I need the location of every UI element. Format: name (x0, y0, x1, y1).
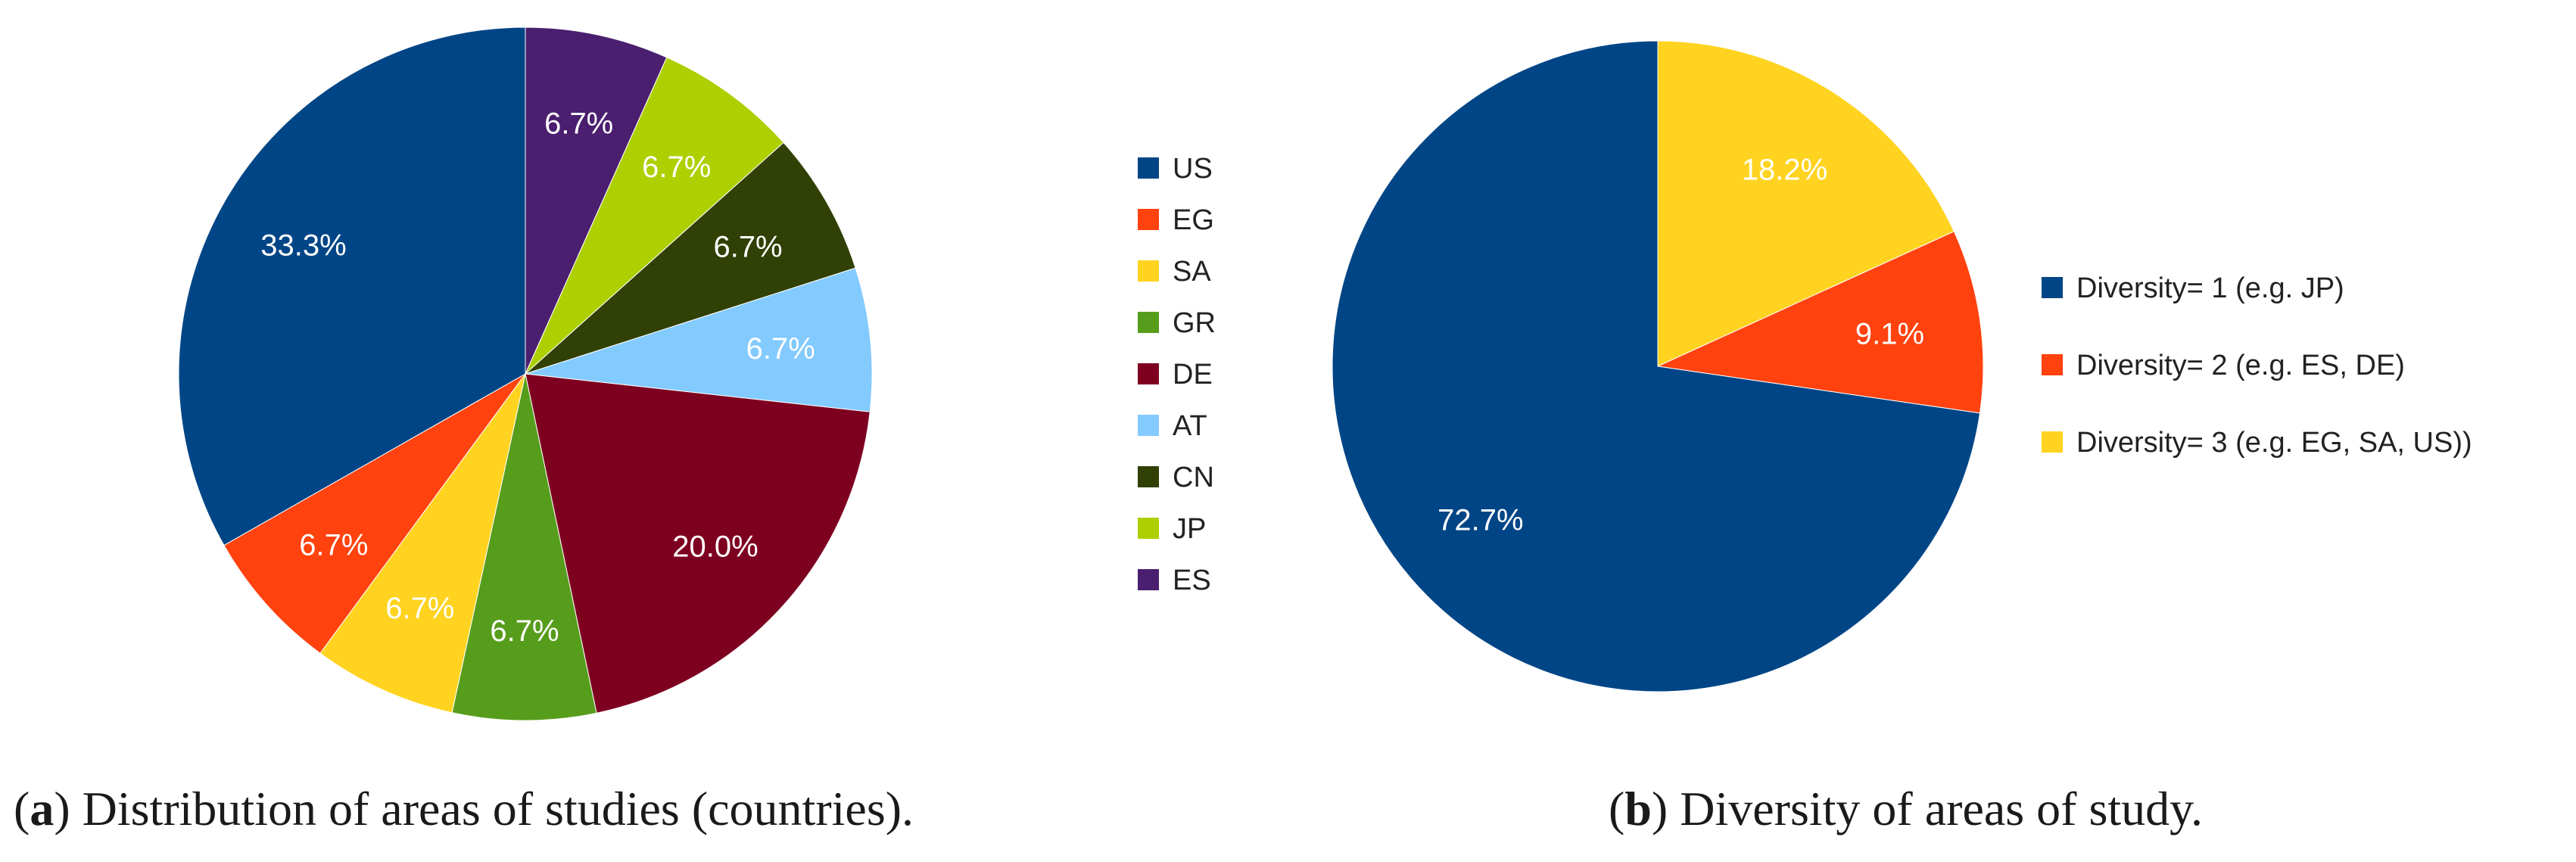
caption-b-text: Diversity of areas of study. (1680, 782, 2203, 836)
caption-a-text: Distribution of areas of studies (countr… (83, 782, 914, 836)
caption-b: (b) Diversity of areas of study. (1609, 782, 2203, 836)
legend-a-label-es: ES (1173, 565, 1211, 596)
legend-a-label-eg: EG (1173, 204, 1214, 236)
caption-a-letter: a (30, 782, 54, 836)
pie-a-slice-cn (525, 142, 856, 375)
legend-a-label-cn: CN (1173, 462, 1214, 493)
pie-a-label-es: 6.7% (544, 107, 613, 141)
pie-a-slice-gr (451, 373, 597, 721)
pie-a-slice-eg (223, 373, 526, 654)
legend-a-swatch-eg (1138, 209, 1159, 230)
pie-b-slice-diversity-3-e-g-eg-sa-us (1657, 40, 1955, 367)
pie-a-slice-sa (319, 373, 526, 714)
pie-a-label-gr: 6.7% (490, 615, 559, 648)
legend-b: Diversity= 1 (e.g. JP) Diversity= 2 (e.g.… (2042, 272, 2472, 459)
legend-a-swatch-gr (1138, 312, 1159, 333)
chart-b-diversity: 18.2%9.1%72.7% Diversity= 1 (e.g. JP)Div… (1332, 40, 2472, 836)
legend-a-swatch-de (1138, 363, 1159, 384)
chart-a-countries: 6.7% 6.7% 6.7% 6.7% 20.0% 6.7% 6.7% 6.7% 33.3% U… (14, 26, 1216, 836)
legend-b-swatch-diversity-1-e-g-jp (2042, 277, 2063, 298)
legend-a-label-gr: GR (1173, 307, 1216, 339)
caption-a: (a) Distribution of areas of studies (co… (14, 782, 914, 836)
pie-a-label-jp: 6.7% (642, 151, 711, 184)
legend-b-swatch-diversity-3-e-g-eg-sa-us (2042, 431, 2063, 453)
pie-a-slices (178, 26, 873, 721)
legend-a-swatch-cn (1138, 466, 1159, 487)
caption-b-letter: b (1624, 782, 1652, 836)
legend-a-label-us: US (1173, 153, 1213, 185)
legend-a-swatch-at (1138, 415, 1159, 436)
pie-a-slice-es (525, 26, 668, 375)
pie-b-slice-diversity-1-e-g-jp (1332, 40, 1981, 692)
pie-a-label-at: 6.7% (746, 332, 815, 366)
legend-a-label-jp: JP (1173, 513, 1206, 545)
pie-a-label-de: 20.0% (672, 531, 758, 564)
pie-b-slice-diversity-2-e-g-es-de (1656, 231, 1984, 414)
legend-a-swatch-sa (1138, 260, 1159, 282)
pie-a-slice-jp (525, 57, 784, 375)
legend-b-label-diversity-3-e-g-eg-sa-us: Diversity= 3 (e.g. EG, SA, US)) (2076, 427, 2472, 459)
pie-a-label-us: 33.3% (260, 229, 346, 263)
legend-a: US EG SA GR DE AT CN JP ES (1138, 153, 1216, 596)
pie-a-slice-de (525, 373, 871, 714)
legend-a-label-sa: SA (1173, 256, 1211, 288)
pie-a-label-eg: 6.7% (299, 528, 368, 562)
pie-a-slice-at (525, 267, 873, 412)
pie-a-label-sa: 6.7% (385, 592, 454, 625)
legend-a-label-de: DE (1173, 359, 1213, 391)
pie-b-label-diversity-3-e-g-eg-sa-us: 18.2% (1742, 154, 1827, 187)
legend-b-swatch-diversity-2-e-g-es-de (2042, 354, 2063, 375)
legend-b-label-diversity-1-e-g-jp: Diversity= 1 (e.g. JP) (2076, 272, 2344, 304)
pie-a-label-cn: 6.7% (713, 230, 782, 263)
legend-a-label-at: AT (1173, 410, 1207, 442)
pie-b-slices (1332, 40, 1984, 692)
pie-a-slice-labels: 6.7% 6.7% 6.7% 6.7% 20.0% 6.7% 6.7% 6.7% 33.3% (260, 107, 815, 648)
legend-a-swatch-es (1138, 569, 1159, 590)
pie-b-label-diversity-1-e-g-jp: 72.7% (1438, 504, 1523, 537)
legend-b-label-diversity-2-e-g-es-de: Diversity= 2 (e.g. ES, DE) (2076, 350, 2405, 381)
pie-b-label-diversity-2-e-g-es-de: 9.1% (1855, 317, 1924, 350)
pie-a-slice-us (178, 26, 526, 546)
legend-a-swatch-us (1138, 157, 1159, 179)
legend-a-swatch-jp (1138, 518, 1159, 539)
pie-b-slice-labels: 18.2% 9.1% 72.7% (1438, 154, 1924, 537)
